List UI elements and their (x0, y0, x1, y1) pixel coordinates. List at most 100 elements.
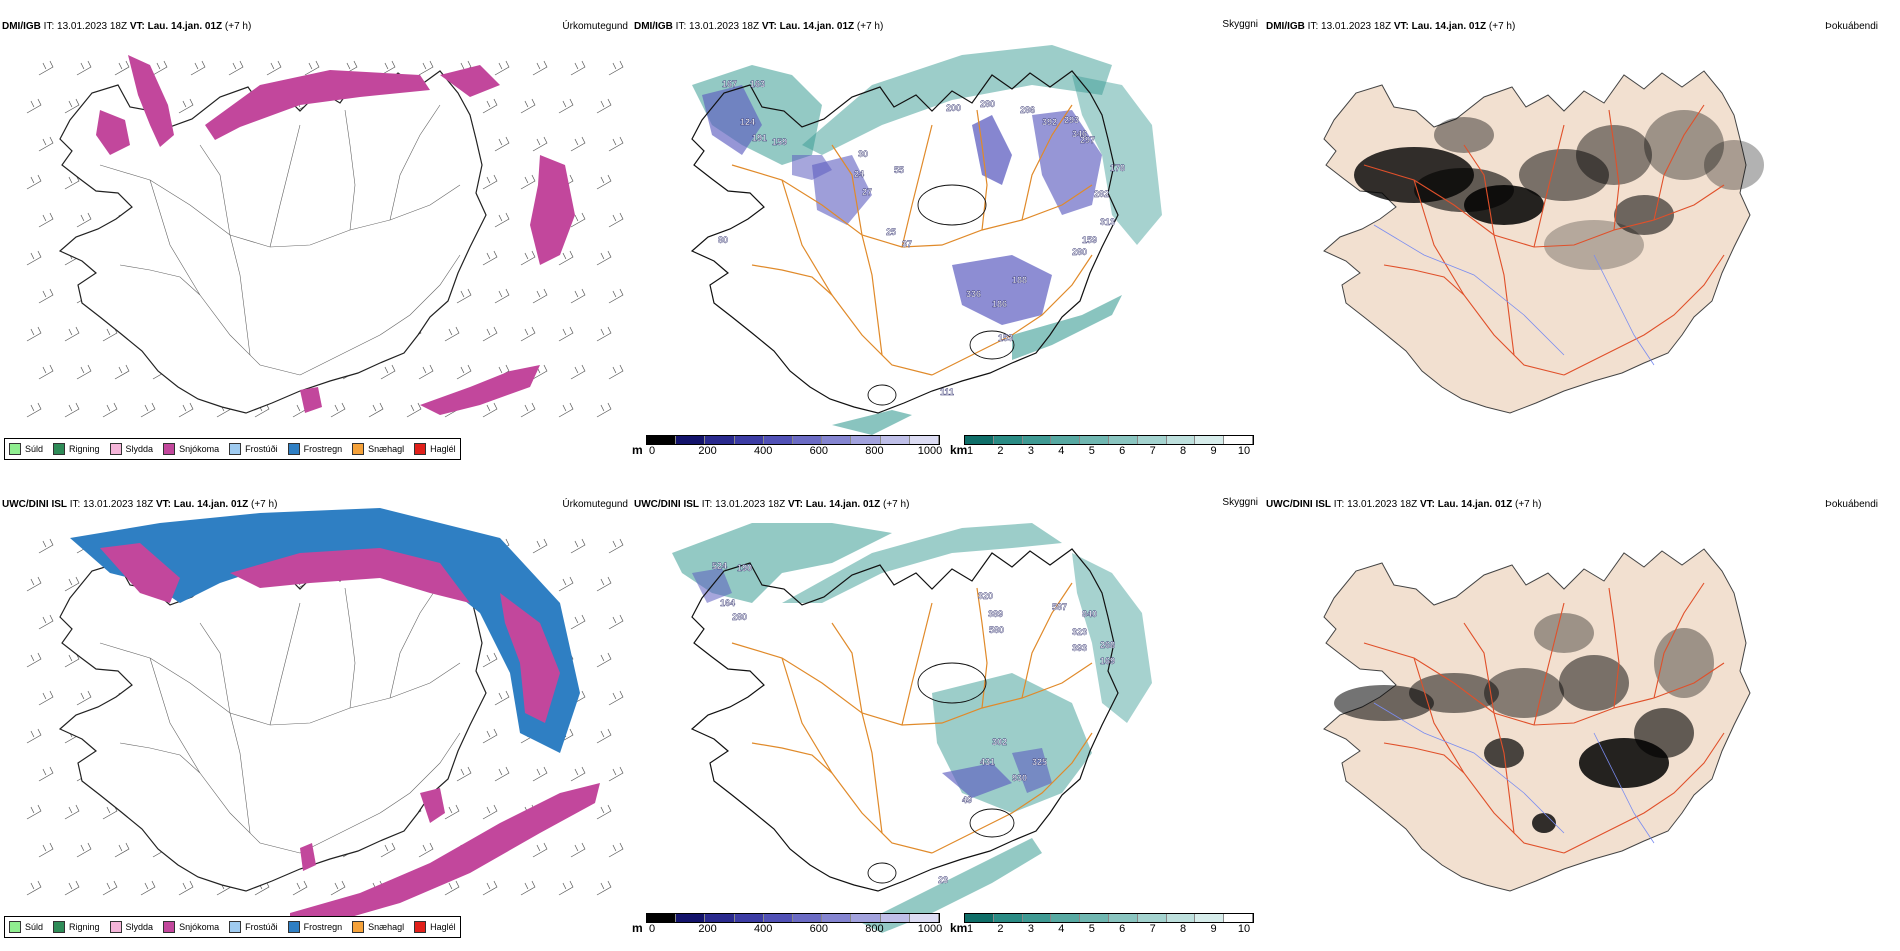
colorbar-cell (1224, 436, 1253, 444)
colorbar-tick: 1 (966, 445, 974, 457)
ceiling-value-label: 153 (998, 333, 1013, 343)
ceiling-value-label: 930 (1012, 773, 1027, 783)
ceiling-value-label: 159 (1082, 235, 1097, 245)
colorbar-tick: 5 (1088, 923, 1095, 935)
colorbar-cell (880, 914, 910, 922)
colorbar-cell (822, 914, 852, 922)
colorbar-tick: 3 (1027, 923, 1034, 935)
ceiling-value-label: 55 (894, 165, 904, 175)
legend-label: Snæhagl (368, 444, 405, 454)
ceiling-colorbar: m 0 200 400 600 800 1000 (632, 435, 942, 463)
fog-map-uwc (1264, 493, 1896, 951)
legend-swatch (9, 443, 21, 455)
panel-variable: Úrkomutegund (562, 499, 628, 510)
ceiling-value-label: 124 (740, 117, 755, 127)
ceiling-value-label: 313 (1100, 217, 1115, 227)
colorbar-cell (1137, 436, 1167, 444)
colorbar-cell (1051, 914, 1081, 922)
ceiling-value-label: 346 (1072, 129, 1087, 139)
colorbar-tick: 9 (1210, 923, 1217, 935)
colorbar-tick: 9 (1210, 445, 1217, 457)
ceiling-value-label: 25 (886, 227, 896, 237)
fog-panel-dmi: DMI/IGB IT: 13.01.2023 18Z VT: Lau. 14.j… (1264, 15, 1896, 473)
legend-label: Snjókoma (179, 922, 220, 932)
colorbar-cell (1080, 914, 1109, 922)
colorbar-tick: 200 (698, 923, 717, 935)
colorbar-tick: 6 (1119, 445, 1126, 457)
panel-title: UWC/DINI ISL IT: 13.01.2023 18Z VT: Lau.… (2, 499, 278, 510)
panel-title: UWC/DINI ISL IT: 13.01.2023 18Z VT: Lau.… (634, 499, 910, 510)
colorbar-tick: 600 (809, 445, 828, 457)
ceiling-value-label: 190 (737, 563, 752, 573)
colorbar-tick: 1000 (917, 923, 943, 935)
legend-label: Súld (25, 922, 44, 932)
vis-panel-dmi: 167 163 124 191 159 80 27 24 30 55 25 37 200 280 286 39… (632, 15, 1264, 473)
legend-item: Haglél (414, 443, 456, 455)
vis-panel-uwc: 524 190 164 280 320 389 580 587 840 323 393 268 169 3… (632, 493, 1264, 951)
ceiling-value-label: 164 (720, 598, 735, 608)
ceiling-value-label: 167 (722, 79, 737, 89)
colorbar-cell (793, 914, 823, 922)
ceiling-value-label: 159 (772, 137, 787, 147)
panel-variable: Þokuábendi (1825, 499, 1878, 510)
ceiling-value-label: 280 (732, 612, 747, 622)
panel-variable: Úrkomutegund (562, 21, 628, 32)
colorbar-cell (793, 436, 823, 444)
ceiling-value-label: 268 (1100, 640, 1115, 650)
legend-label: Haglél (430, 922, 456, 932)
colorbar-tick: 2 (997, 445, 1004, 457)
colorbar-cell (1137, 914, 1167, 922)
legend-item: Haglél (414, 921, 456, 933)
colorbar-cell (1022, 436, 1052, 444)
ceiling-value-label: 188 (1012, 275, 1027, 285)
colorbar-unit: km (950, 443, 968, 457)
legend-item: Frostregn (287, 921, 342, 933)
colorbar-tick: 400 (754, 923, 773, 935)
precip-legend: Súld Rigning Slydda Snjókoma Frostúði Frostre… (4, 438, 461, 460)
legend-swatch (163, 443, 176, 455)
legend-label: Slydda (125, 922, 154, 932)
colorbar-cell (909, 436, 940, 444)
colorbar-unit: m (632, 921, 643, 935)
ceiling-value-label: 336 (966, 289, 981, 299)
legend-item: Frostúði (229, 921, 278, 933)
legend-item: Frostúði (229, 443, 278, 455)
colorbar-cell (763, 436, 794, 444)
precip-map-uwc (0, 493, 632, 951)
legend-label: Frostregn (303, 444, 343, 454)
colorbar-cell (647, 914, 677, 922)
legend-item: Rigning (53, 443, 100, 455)
colorbar-tick: 3 (1027, 445, 1034, 457)
colorbar-cell (734, 436, 764, 444)
legend-swatch (53, 443, 66, 455)
colorbar-tick: 800 (865, 445, 884, 457)
legend-item: Slydda (109, 443, 153, 455)
colorbar-cell (965, 436, 994, 444)
ceiling-value-label: 393 (1072, 643, 1087, 653)
colorbar-cell (993, 436, 1023, 444)
colorbar-tick: 800 (865, 923, 884, 935)
ceiling-value-label: 280 (1072, 247, 1087, 257)
colorbar-tick: 1000 (917, 445, 943, 457)
ceiling-value-label: 293 (1064, 115, 1079, 125)
ceiling-value-label: 23 (938, 875, 948, 885)
colorbar-cell (851, 436, 881, 444)
colorbar-cell (705, 914, 735, 922)
colorbar-cell (1224, 914, 1253, 922)
colorbar-cell (1195, 914, 1225, 922)
colorbar-tick: 4 (1058, 923, 1065, 935)
legend-item: Frostregn (287, 443, 343, 455)
colorbar-cell (1051, 436, 1081, 444)
colorbar-tick: 2 (997, 923, 1004, 935)
ceiling-value-label: 389 (988, 609, 1003, 619)
colorbar-cell (965, 914, 994, 922)
colorbar-cell (676, 914, 706, 922)
legend-swatch (229, 921, 242, 933)
panel-variable: Skyggni (1222, 19, 1258, 30)
ceiling-value-label: 163 (750, 79, 765, 89)
legend-swatch (9, 921, 21, 933)
ceiling-value-label: 431 (980, 757, 995, 767)
ceiling-value-label: 282 (1094, 189, 1109, 199)
ceiling-value-label: 280 (980, 99, 995, 109)
